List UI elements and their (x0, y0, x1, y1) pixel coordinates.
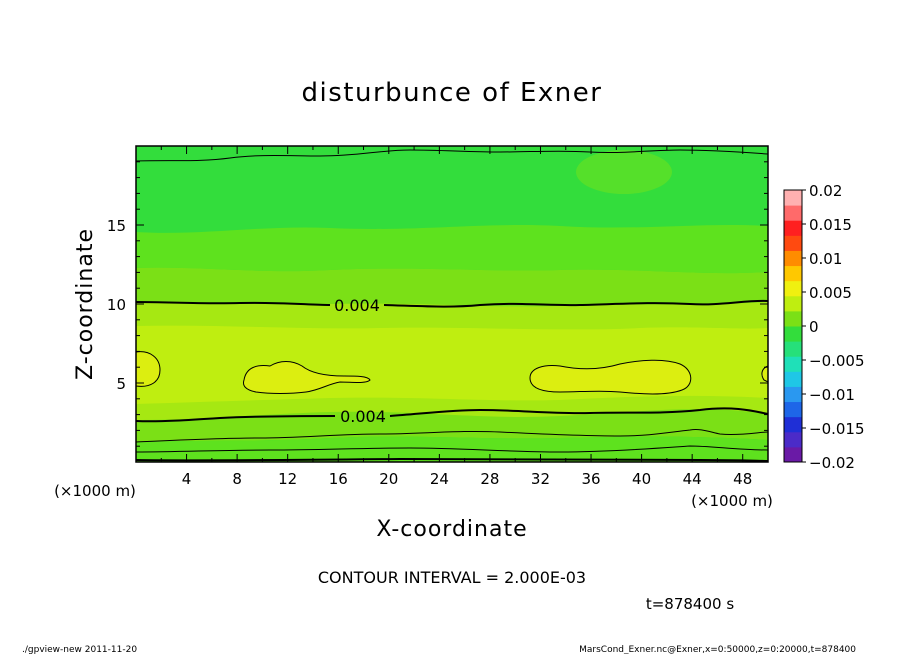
colorbar-tick-label: −0.015 (809, 420, 865, 438)
x-tick-label: 28 (480, 470, 499, 488)
x-tick-label: 36 (581, 470, 600, 488)
x-axis: 4 8 12 16 20 24 28 32 36 40 44 48 (135, 146, 769, 488)
colorbar-swatch (784, 326, 802, 342)
colorbar-swatch (784, 356, 802, 372)
colorbar-swatch (784, 190, 802, 206)
x-tick-label: 48 (733, 470, 752, 488)
x-axis-label: X-coordinate (376, 517, 527, 542)
colorbar-tick-label: −0.005 (809, 352, 865, 370)
colorbar-swatch (784, 220, 802, 236)
x-tick-label: 32 (531, 470, 550, 488)
contour-label-upper: 0.004 (334, 296, 380, 315)
time-label: t=878400 s (646, 595, 734, 613)
contour-0.004-lower (135, 407, 769, 423)
footer-left: ./gpview-new 2011-11-20 (22, 645, 137, 654)
colorbar-swatch (784, 386, 802, 403)
contour-interval: CONTOUR INTERVAL = 2.000E-03 (318, 568, 586, 587)
colorbar-swatch (784, 401, 802, 418)
contour-top (135, 149, 769, 162)
x-tick-label: 16 (329, 470, 348, 488)
contour-low-1 (135, 429, 769, 443)
contour-low-2 (135, 445, 769, 453)
colorbar-tick-label: 0.005 (809, 284, 852, 302)
y-tick-label: 15 (107, 217, 126, 235)
colorbar-swatch (784, 371, 802, 387)
colorbar-swatch (784, 280, 802, 297)
x-tick-label: 12 (278, 470, 297, 488)
y-axis: 5 10 15 (107, 145, 768, 463)
colorbar-swatch (784, 416, 802, 433)
region-high-center (243, 361, 371, 394)
colorbar-swatch (784, 205, 802, 221)
colorbar-swatch (784, 341, 802, 357)
colorbar-swatch (784, 235, 802, 251)
x-unit-label: (×1000 m) (691, 492, 773, 510)
colorbar-tick-label: −0.02 (809, 454, 855, 472)
colorbar: 0.02 0.015 0.01 0.005 0 −0.005 −0.01 −0.015 −0.0… (783, 182, 865, 472)
colorbar-tick-label: −0.01 (809, 386, 855, 404)
x-tick-label: 20 (379, 470, 398, 488)
colorbar-tick-label: 0 (809, 318, 819, 336)
colorbar-swatch (784, 446, 802, 463)
colorbar-tick-label: 0.02 (809, 182, 842, 200)
y-tick-label: 10 (107, 296, 126, 314)
region-high-left (135, 351, 161, 387)
band-upper-light (136, 224, 768, 274)
contour-bottom (135, 457, 769, 462)
x-tick-label: 40 (632, 470, 651, 488)
chart-title: disturbunce of Exner (302, 78, 603, 108)
region-top-right (576, 150, 672, 194)
x-tick-label: 44 (683, 470, 702, 488)
y-tick-label: 5 (116, 375, 126, 393)
colorbar-tick-label: 0.01 (809, 250, 842, 268)
colorbar-swatch (784, 431, 802, 448)
x-tick-label: 24 (430, 470, 449, 488)
region-high-right (529, 359, 692, 395)
plot-area: 0.004 0.004 (135, 145, 769, 463)
x-tick-label: 4 (182, 470, 192, 488)
y-axis-label: Z-coordinate (73, 228, 98, 380)
colorbar-swatch (784, 265, 802, 282)
colorbar-swatch (784, 295, 802, 312)
colorbar-swatch (784, 310, 802, 327)
contour-label-lower: 0.004 (340, 407, 386, 426)
colorbar-tick-label: 0.015 (809, 216, 852, 234)
z-unit-label: (×1000 m) (54, 482, 136, 500)
footer-right: MarsCond_Exner.nc@Exner,x=0:50000,z=0:20… (579, 645, 856, 654)
contour-0.004-upper (135, 299, 769, 308)
colorbar-swatch (784, 250, 802, 267)
x-tick-label: 8 (232, 470, 242, 488)
